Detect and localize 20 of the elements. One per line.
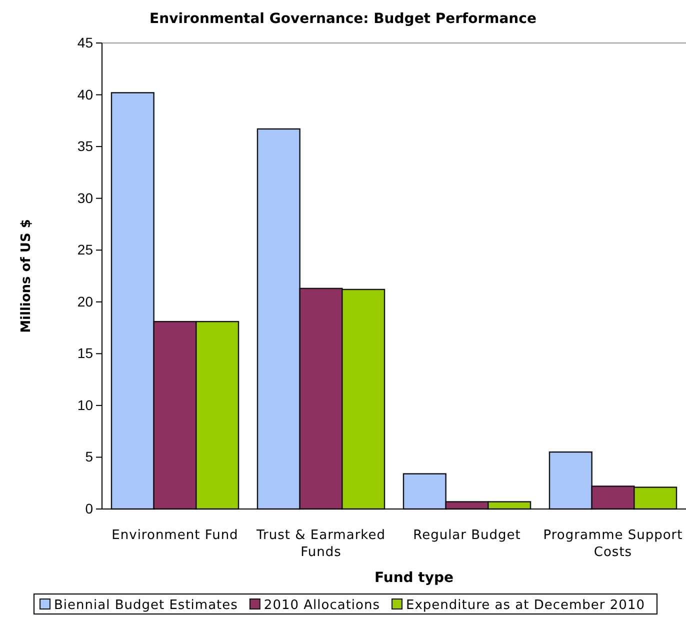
- x-tick-label: Programme Support Costs: [543, 528, 683, 560]
- legend-label: 2010 Allocations: [264, 598, 380, 613]
- y-tick-label: 10: [77, 396, 94, 413]
- y-tick-label: 45: [77, 34, 94, 50]
- y-tick-label: 5: [85, 448, 94, 465]
- y-tick-label: 20: [77, 293, 94, 310]
- y-tick-label: 15: [77, 345, 94, 362]
- y-axis-title: Millions of US $: [19, 219, 34, 333]
- x-tick-label: Trust & Earmarked Funds: [256, 528, 386, 560]
- y-tick-label: 30: [77, 190, 94, 206]
- x-axis-title: Fund type: [374, 570, 454, 586]
- x-tick-label: Regular Budget: [413, 528, 521, 543]
- y-tick-label: 25: [77, 242, 94, 258]
- legend-label: Biennial Budget Estimates: [54, 598, 238, 613]
- y-tick-label: 0: [85, 500, 94, 516]
- y-tick-label: 40: [77, 86, 94, 102]
- chart-title: Environmental Governance: Budget Performance: [150, 11, 536, 27]
- x-tick-label: Environment Fund: [112, 528, 238, 543]
- legend-label: Expenditure as at December 2010: [406, 598, 645, 613]
- y-tick-label: 35: [77, 138, 94, 154]
